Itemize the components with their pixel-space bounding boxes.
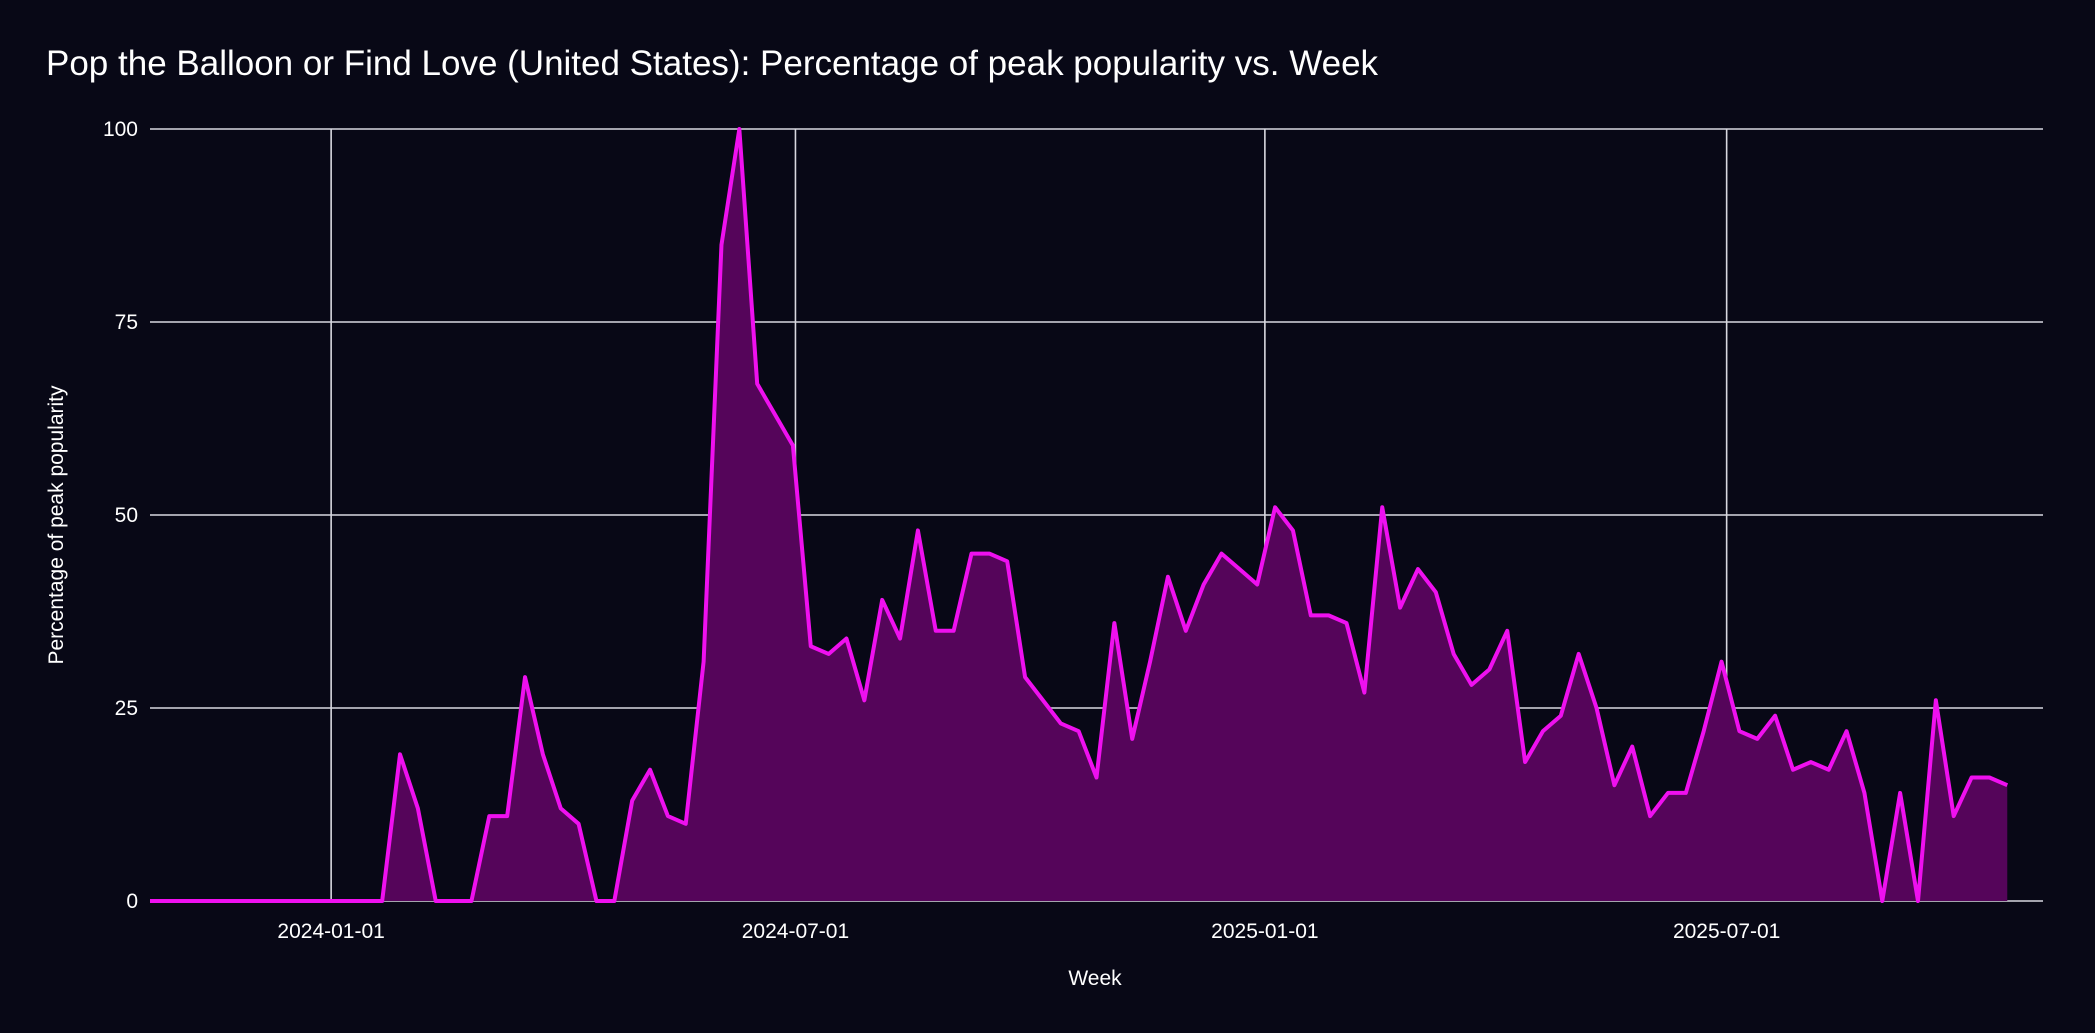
series-area-fill <box>150 129 2008 901</box>
y-axis-title: Percentage of peak popularity <box>45 385 68 665</box>
x-tick-label: 2025-01-01 <box>1211 920 1318 943</box>
area-series-group <box>150 127 2009 903</box>
x-tick-label: 2024-07-01 <box>742 920 849 943</box>
y-tick-label: 75 <box>115 311 138 334</box>
y-tick-label: 0 <box>126 890 138 913</box>
x-tick-label: 2024-01-01 <box>277 920 384 943</box>
x-axis-ticks: 2024-01-01 2024-07-01 2025-01-01 2025-07-01 <box>277 920 1780 943</box>
y-axis-ticks: 0 25 50 75 100 <box>103 118 138 913</box>
y-tick-label: 100 <box>103 118 138 141</box>
y-tick-label: 25 <box>115 697 138 720</box>
chart-title: Pop the Balloon or Find Love (United Sta… <box>46 44 1379 83</box>
x-tick-label: 2025-07-01 <box>1673 920 1780 943</box>
y-tick-label: 50 <box>115 504 138 527</box>
series-line <box>150 127 2009 903</box>
x-axis-title: Week <box>1068 967 1122 990</box>
